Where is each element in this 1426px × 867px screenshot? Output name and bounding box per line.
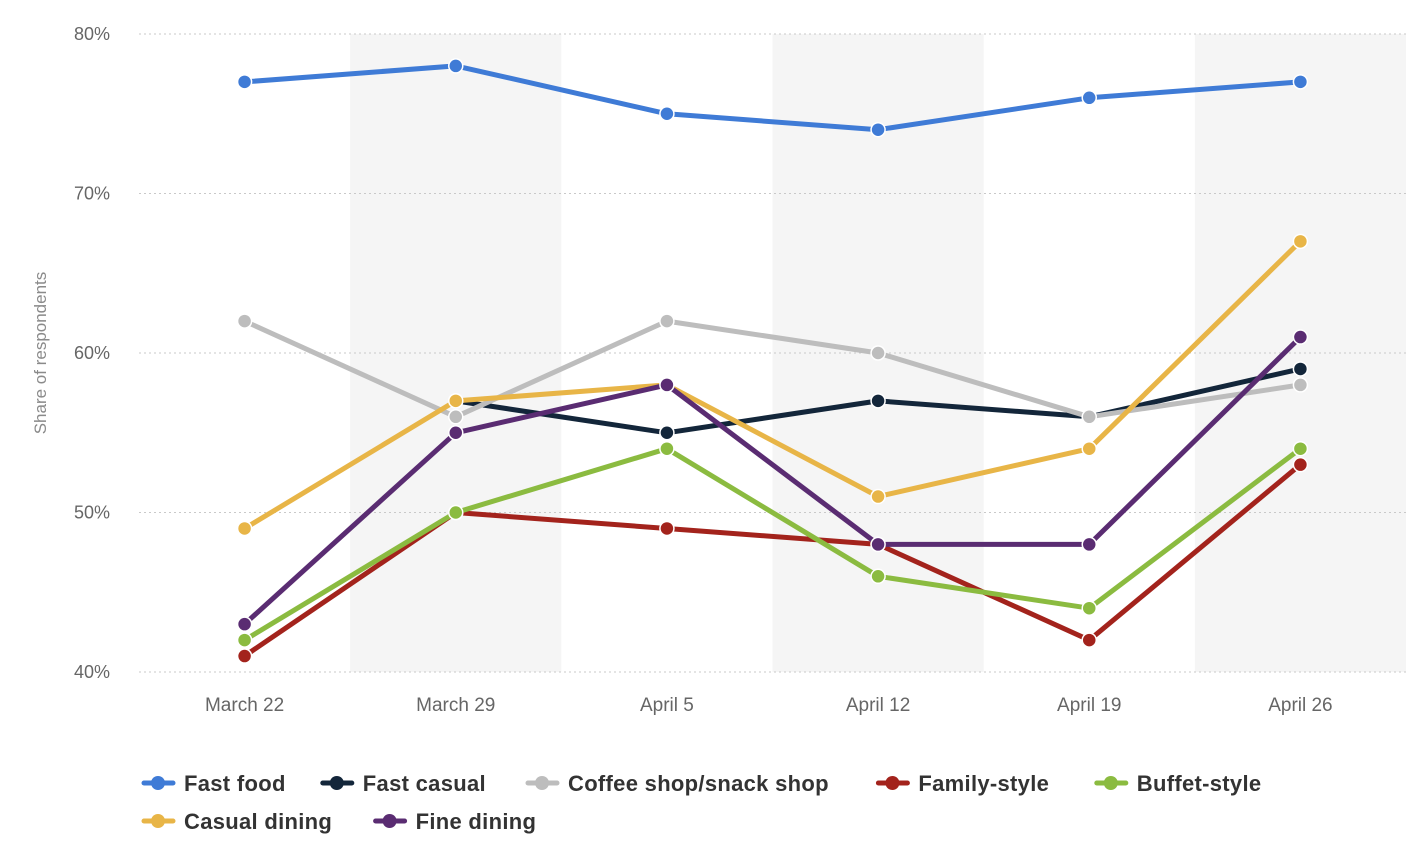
legend-swatch-marker: [329, 776, 344, 790]
y-tick-label: 50%: [74, 503, 110, 523]
series-buffet-style: [236, 440, 1309, 648]
legend-label: Family-style: [918, 771, 1049, 796]
legend-label: Casual dining: [184, 809, 332, 834]
x-tick-label: March 22: [205, 695, 284, 716]
data-point[interactable]: [448, 58, 464, 74]
series-fast-food: [236, 58, 1309, 138]
data-point[interactable]: [1081, 409, 1097, 425]
data-point[interactable]: [870, 568, 886, 585]
y-tick-label: 40%: [74, 662, 110, 682]
data-point[interactable]: [870, 121, 886, 138]
legend-item[interactable]: Fast casual: [320, 771, 486, 796]
data-point[interactable]: [659, 377, 675, 393]
data-point[interactable]: [236, 74, 253, 90]
x-tick-label: March 29: [416, 695, 495, 716]
data-point[interactable]: [659, 106, 675, 122]
data-point[interactable]: [870, 536, 886, 553]
legend-label: Fine dining: [416, 809, 537, 834]
data-point[interactable]: [870, 488, 886, 505]
data-point[interactable]: [236, 520, 253, 537]
legend-swatch-marker: [885, 776, 900, 790]
legend-item[interactable]: Fine dining: [373, 809, 537, 834]
data-point[interactable]: [659, 313, 675, 329]
data-point[interactable]: [448, 425, 464, 441]
data-point[interactable]: [1081, 440, 1097, 457]
series-fine-dining: [236, 329, 1309, 632]
y-tick-label: 80%: [74, 24, 110, 44]
data-point[interactable]: [1081, 536, 1097, 553]
legend-swatch-marker: [1103, 776, 1118, 790]
legend-item[interactable]: Coffee shop/snack shop: [525, 771, 829, 796]
legend-item[interactable]: Fast food: [141, 771, 286, 796]
series-line: [242, 238, 1303, 531]
data-point[interactable]: [1292, 361, 1309, 377]
data-point[interactable]: [236, 648, 253, 664]
data-point[interactable]: [236, 632, 253, 648]
x-tick-label: April 19: [1057, 695, 1121, 716]
data-point[interactable]: [1292, 74, 1309, 90]
data-point[interactable]: [448, 504, 464, 521]
data-point[interactable]: [236, 313, 253, 329]
data-point[interactable]: [870, 393, 886, 409]
data-point[interactable]: [236, 616, 253, 632]
x-tick-label: April 5: [640, 695, 694, 716]
data-point[interactable]: [1292, 456, 1309, 473]
legend-item[interactable]: Family-style: [875, 771, 1049, 796]
y-tick-label: 70%: [74, 184, 110, 204]
y-axis-title: Share of respondents: [31, 272, 50, 435]
y-tick-label: 60%: [74, 343, 110, 363]
legend-label: Fast food: [184, 771, 286, 796]
data-point[interactable]: [1292, 377, 1309, 393]
gridlines: [139, 33, 1406, 673]
series-lines: [236, 58, 1309, 664]
data-point[interactable]: [1292, 233, 1309, 250]
legend-swatch-marker: [151, 814, 165, 828]
series-line: [242, 446, 1303, 643]
data-point[interactable]: [1292, 440, 1309, 457]
legend-item[interactable]: Buffet-style: [1094, 771, 1262, 796]
legend: Fast food Fast casual Coffee shop/snack sh…: [141, 771, 1262, 834]
y-axis-ticks: 40% 50% 60% 70% 80%: [74, 24, 110, 682]
x-axis-ticks: March 22 March 29 April 5 April 12 April 19 A…: [205, 695, 1333, 716]
data-point[interactable]: [448, 409, 464, 425]
data-point[interactable]: [1081, 90, 1097, 106]
data-point[interactable]: [1081, 632, 1097, 648]
series-line: [242, 334, 1303, 627]
data-point[interactable]: [448, 393, 464, 409]
legend-swatch-marker: [382, 814, 397, 828]
legend-label: Buffet-style: [1137, 771, 1262, 796]
series-line: [242, 63, 1303, 133]
legend-label: Fast casual: [363, 771, 486, 796]
data-point[interactable]: [659, 440, 675, 457]
legend-swatch-marker: [151, 776, 165, 790]
data-point[interactable]: [1081, 600, 1097, 616]
data-point[interactable]: [659, 425, 675, 441]
legend-swatch-marker: [535, 776, 549, 790]
data-point[interactable]: [659, 520, 675, 537]
legend-label: Coffee shop/snack shop: [568, 771, 829, 796]
legend-item[interactable]: Casual dining: [141, 809, 332, 834]
data-point[interactable]: [870, 345, 886, 361]
data-point[interactable]: [1292, 329, 1309, 345]
x-tick-label: April 12: [846, 695, 910, 716]
x-tick-label: April 26: [1268, 695, 1332, 716]
